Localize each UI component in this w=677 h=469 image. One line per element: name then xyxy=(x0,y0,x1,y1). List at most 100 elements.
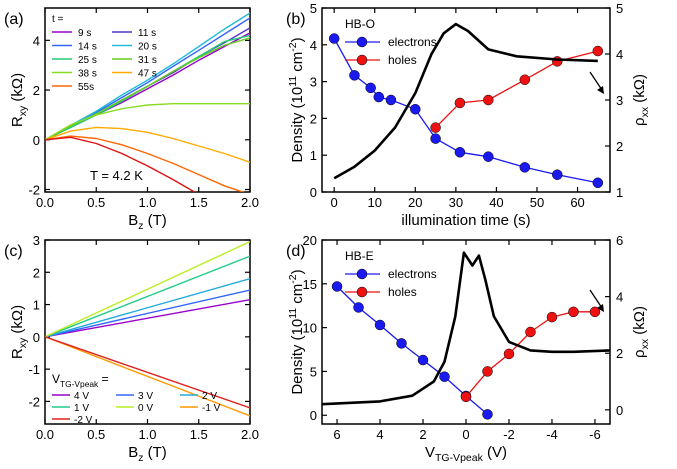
y-axis-label: Rxy (kΩ) xyxy=(9,305,29,359)
data-point-electrons xyxy=(410,103,421,115)
panel-a: (a) 0.0 0.5 1.0 1.5 2.0 -2 0 2 4 Bz (T) Rxy (kΩ) t =… xyxy=(4,7,259,232)
x-tick-label: 30 xyxy=(449,195,463,210)
axes-frame xyxy=(321,7,611,193)
legend-label: 25 s xyxy=(78,55,97,66)
sample-label: HB-O xyxy=(345,17,375,31)
data-point-electrons xyxy=(365,82,376,94)
x-tick-label: 2.0 xyxy=(241,195,259,210)
data-point-electrons xyxy=(331,281,343,292)
panel-label: (c) xyxy=(4,243,23,260)
legend-label: 47 s xyxy=(138,69,157,80)
y-tick-label: 1 xyxy=(310,148,317,163)
legend-label: 0 V xyxy=(138,403,153,414)
panel-c: (c) 0.0 0.5 1.0 1.5 2.0 -2 -1 0 1 2 3 Bz (T) Rxy (kΩ)… xyxy=(4,233,259,464)
legend-label: holes xyxy=(388,53,417,67)
data-point-holes xyxy=(454,97,466,109)
series-line-holes xyxy=(435,50,598,129)
legend-label: 11 s xyxy=(138,28,156,39)
y-tick-label: 4 xyxy=(310,38,317,53)
panel-label: (b) xyxy=(286,11,306,28)
y-tick-label: 15 xyxy=(303,277,317,292)
data-point-electrons xyxy=(592,177,604,189)
y-tick-label: -2 xyxy=(28,183,40,198)
y-tick-label: 0 xyxy=(33,133,40,148)
series-line-47-s xyxy=(45,126,250,163)
y-tick-label: 3 xyxy=(33,233,40,248)
plot-area xyxy=(45,240,250,417)
y2-tick-label: 1 xyxy=(616,185,623,200)
data-point-holes xyxy=(460,391,472,403)
x-tick-label: 1.0 xyxy=(138,195,156,210)
y-axis-label: Density (1011 cm-2) xyxy=(287,269,306,394)
annotation-temperature: T = 4.2 K xyxy=(90,168,143,183)
legend-marker xyxy=(356,54,368,66)
data-point-electrons xyxy=(454,147,466,158)
x-tick-label: 0.0 xyxy=(36,195,54,210)
legend-label: 55s xyxy=(78,82,94,93)
y-axis-label: Density (1011 cm-2) xyxy=(287,37,306,162)
x-axis-label: VTG-Vpeak (V) xyxy=(425,444,507,464)
data-point-electrons xyxy=(385,94,397,106)
x-tick-label: 0 xyxy=(331,195,338,210)
sample-label: HB-E xyxy=(345,249,374,263)
y-tick-label: 10 xyxy=(303,321,317,336)
x-axis-label: illumination time (s) xyxy=(401,212,530,229)
y-tick-label: 0 xyxy=(310,408,317,423)
series-line-1-V xyxy=(45,255,250,338)
right-axis-arrow-head xyxy=(597,304,604,312)
legend-label: 14 s xyxy=(78,42,97,53)
x-axis-label: Bz (T) xyxy=(128,444,167,464)
x-tick-label: 0.0 xyxy=(36,427,54,442)
x-tick-label: 50 xyxy=(530,195,544,210)
series-line-rho-xx xyxy=(45,136,196,192)
legend-label: 2 V xyxy=(202,391,217,402)
data-point-electrons xyxy=(417,354,429,366)
plot-area xyxy=(328,22,604,189)
legend-label: holes xyxy=(388,285,417,299)
y-tick-label: 2 xyxy=(310,111,317,126)
legend-marker xyxy=(356,268,368,280)
legend-title: t = xyxy=(52,14,64,25)
y-tick-label: 4 xyxy=(33,33,40,48)
data-point-holes xyxy=(525,326,536,338)
data-point-electrons xyxy=(430,133,441,144)
legend-label: -1 V xyxy=(202,403,221,414)
legend-label: 4 V xyxy=(74,391,89,402)
y-tick-label: 0 xyxy=(33,330,40,345)
y-tick-label: 20 xyxy=(303,233,317,248)
panel-label: (a) xyxy=(4,11,24,28)
data-point-electrons xyxy=(482,409,493,420)
y-tick-label: 0 xyxy=(310,185,317,200)
x-tick-label: 2 xyxy=(419,427,426,442)
y-axis-label: Rxy (kΩ) xyxy=(9,73,29,127)
series-line-20-s xyxy=(45,12,250,141)
y2-axis-label: ρxx (kΩ) xyxy=(631,74,651,126)
data-point-electrons xyxy=(353,302,364,313)
y-tick-label: -1 xyxy=(28,362,40,377)
panel-label: (d) xyxy=(286,243,306,260)
y-tick-label: 5 xyxy=(310,364,317,379)
x-tick-label: 2.0 xyxy=(241,427,259,442)
series-line-2-V xyxy=(45,278,250,338)
y2-tick-label: 6 xyxy=(616,233,623,248)
data-point-electrons xyxy=(328,33,340,44)
legend-label: electrons xyxy=(388,267,437,281)
legend-label: 20 s xyxy=(138,42,157,53)
data-point-electrons xyxy=(483,151,494,162)
series-line-rho-xx xyxy=(333,22,598,180)
y2-tick-label: 2 xyxy=(616,139,623,154)
data-point-electrons xyxy=(439,371,450,382)
data-point-electrons xyxy=(396,338,407,349)
y-tick-label: 5 xyxy=(310,1,317,16)
data-point-holes xyxy=(483,94,494,106)
data-point-holes xyxy=(568,306,579,318)
legend-label: 38 s xyxy=(78,69,97,80)
x-tick-label: 4 xyxy=(376,427,383,442)
data-point-electrons xyxy=(373,91,385,103)
series-line-4-V xyxy=(45,299,250,338)
series-line--1-V xyxy=(45,336,250,417)
legend-label: 1 V xyxy=(74,403,89,414)
panel-b: (b) 0 10 20 30 40 50 60 0 1 2 3 4 5 1 2 3 4 5 illumination … xyxy=(286,1,651,229)
